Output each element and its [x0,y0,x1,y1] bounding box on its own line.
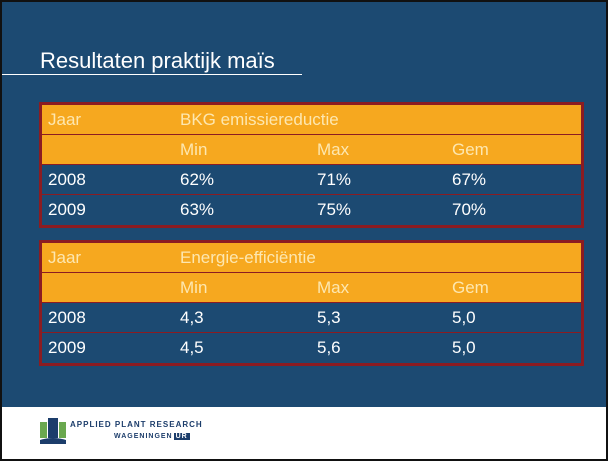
header-row: Jaar Energie-efficiëntie [42,243,581,273]
subheader-cell: Max [317,278,350,297]
body-cell: 4,3 [180,308,204,327]
body-cell: 2008 [48,170,86,189]
body-cell: 71% [317,170,352,189]
logo-wageningen: WAGENINGEN [114,433,173,440]
slide-title: Resultaten praktijk maïs [40,48,275,73]
logo-text: APPLIED PLANT RESEARCH [70,420,203,429]
logo-badge: UR [173,433,190,440]
header-cell: BKG emissiereductie [180,110,339,129]
header-row: Jaar BKG emissiereductie [42,105,581,135]
body-cell: 5,0 [452,308,476,327]
subheader-row: Min Max Gem [42,135,581,165]
header-cell: Jaar [48,110,82,129]
body-cell: 2008 [48,308,86,327]
body-cell: 5,6 [317,338,341,357]
body-row: 2008 4,3 5,3 5,0 [42,303,581,333]
body-cell: 2009 [48,200,86,219]
data-table: Jaar Energie-efficiëntie Min Max Gem 2008 4,3 5… [39,240,584,366]
body-cell: 5,3 [317,308,341,327]
header-cell: Energie-efficiëntie [180,248,316,267]
body-cell: 62% [180,170,215,189]
logo-icon [40,418,66,444]
body-cell: 70% [452,200,487,219]
header-cell: Jaar [48,248,82,267]
body-cell: 5,0 [452,338,476,357]
subheader-cell: Min [180,140,208,159]
body-row: 2009 63% 75% 70% [42,195,581,225]
body-cell: 4,5 [180,338,204,357]
body-cell: 63% [180,200,215,219]
title-rule [2,74,302,75]
body-cell: 67% [452,170,487,189]
body-row: 2009 4,5 5,6 5,0 [42,333,581,363]
data-table: Jaar BKG emissiereductie Min Max Gem 2008 62% 7… [39,102,584,228]
subheader-row: Min Max Gem [42,273,581,303]
body-cell: 75% [317,200,352,219]
logo-subtext: WAGENINGEN UR [114,433,190,440]
subheader-cell: Gem [452,140,489,159]
subheader-cell: Min [180,278,208,297]
subheader-cell: Gem [452,278,489,297]
body-cell: 2009 [48,338,86,357]
subheader-cell: Max [317,140,350,159]
body-row: 2008 62% 71% 67% [42,165,581,195]
